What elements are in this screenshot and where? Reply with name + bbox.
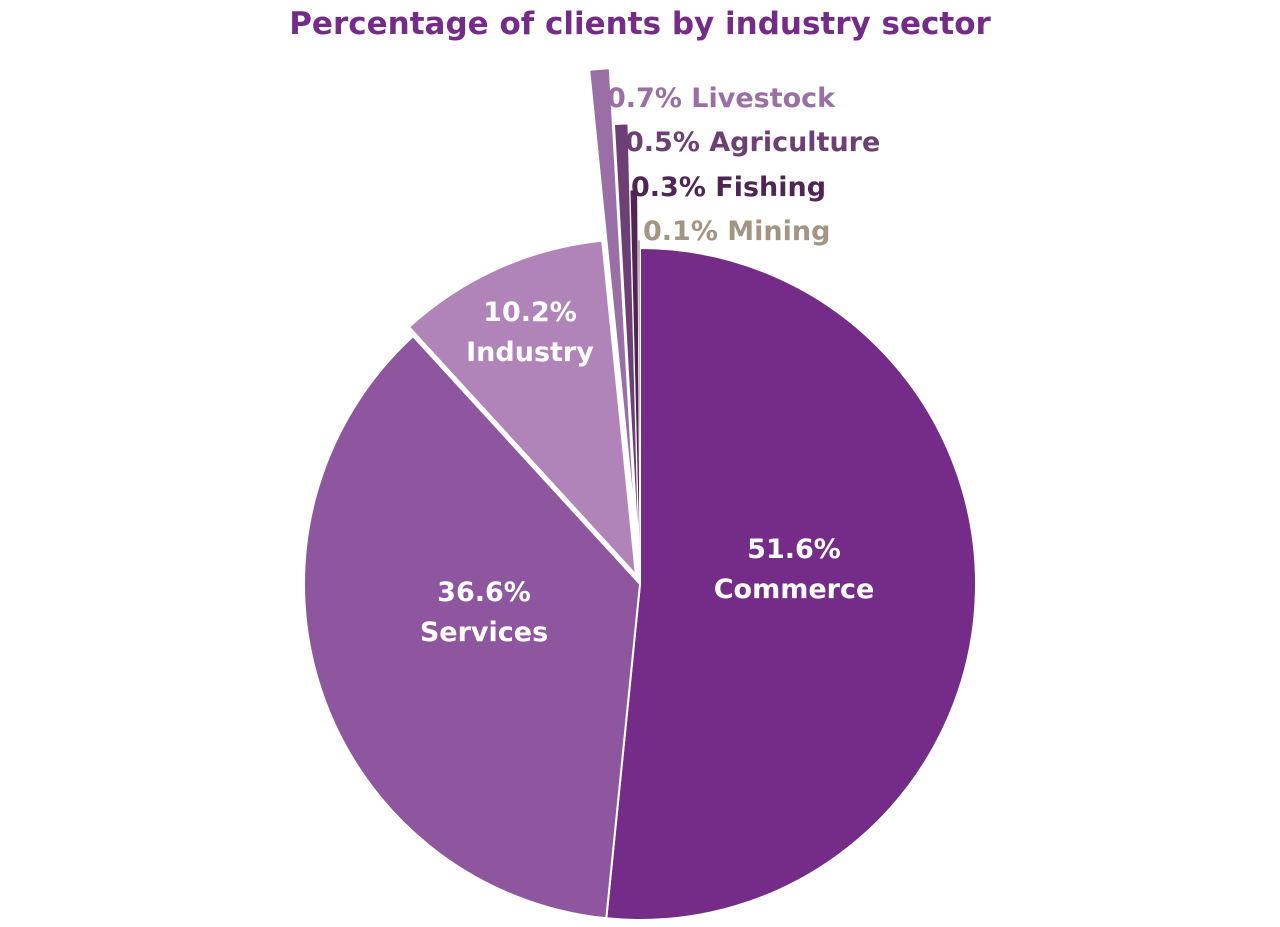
pie-slice-industry xyxy=(407,239,638,578)
slice-name-label-services: Services xyxy=(420,617,548,648)
slice-name-label-commerce: Commerce xyxy=(714,574,875,605)
slice-value-label-services: 36.6% xyxy=(437,577,531,608)
slice-label-fishing: 0.3% Fishing xyxy=(631,172,826,203)
pie-slice-services xyxy=(303,334,642,920)
slice-label-livestock: 0.7% Livestock xyxy=(607,83,836,114)
slice-value-label-commerce: 51.6% xyxy=(747,534,841,565)
pie-slice-mining xyxy=(637,239,641,580)
slice-label-mining: 0.1% Mining xyxy=(643,216,830,247)
pie-labels: 51.6% Commerce 36.6% Services 10.2% Industry 0… xyxy=(420,83,880,648)
chart-title: Percentage of clients by industry sector xyxy=(289,6,991,42)
pie-slices xyxy=(303,68,977,921)
slice-value-label-industry: 10.2% xyxy=(483,297,577,328)
pie-slice-livestock xyxy=(589,68,635,505)
slice-label-agriculture: 0.5% Agriculture xyxy=(625,127,880,158)
pie-slice-fishing xyxy=(629,189,641,575)
slice-name-label-industry: Industry xyxy=(466,337,594,368)
pie-slice-agriculture xyxy=(614,123,639,543)
pie-slice-commerce xyxy=(605,246,977,921)
